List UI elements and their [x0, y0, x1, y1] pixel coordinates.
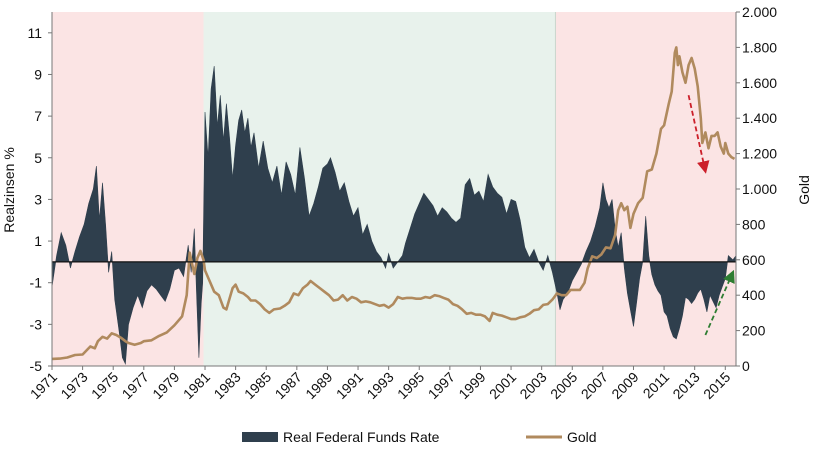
right-tick-label: 1.200: [742, 146, 777, 162]
right-tick-label: 1.000: [742, 181, 777, 197]
real-federal-funds-rate-area: [51, 66, 737, 366]
legend-label-real-federal-funds-rate: Real Federal Funds Rate: [283, 429, 440, 445]
x-tick-label: 2011: [640, 369, 673, 402]
x-tick-label: 1973: [57, 369, 90, 402]
x-tick-label: 1977: [119, 369, 152, 402]
left-axis-ticks: -5 -3 -1 1 3 5 7 9 11: [27, 25, 52, 374]
right-tick-label: 600: [742, 252, 766, 268]
x-tick-label: 1991: [333, 369, 366, 402]
right-tick-label: 1.600: [742, 75, 777, 91]
gold-series: [51, 46, 736, 361]
real-federal-funds-rate-series: [51, 66, 737, 366]
x-tick-label: 2001: [486, 369, 519, 402]
left-tick-label: 3: [34, 191, 42, 207]
x-tick-label: 2007: [578, 369, 611, 402]
annotations: [687, 94, 735, 336]
plot-frame: [51, 12, 737, 367]
left-tick-label: 7: [34, 108, 42, 124]
x-tick-label: 1989: [302, 369, 335, 402]
x-tick-label: 1995: [394, 369, 427, 402]
left-tick-label: -5: [30, 358, 43, 374]
left-tick-label: -3: [30, 316, 43, 332]
x-tick-label: 1981: [180, 369, 213, 402]
x-tick-label: 1997: [425, 369, 458, 402]
right-tick-label: 2.000: [742, 4, 777, 20]
right-tick-label: 200: [742, 323, 766, 339]
right-tick-label: 1.400: [742, 110, 777, 126]
legend-label-gold: Gold: [567, 429, 597, 445]
legend-swatch-real-federal-funds-rate: [242, 432, 278, 442]
x-tick-label: 2003: [516, 369, 549, 402]
left-tick-label: 11: [27, 25, 42, 41]
x-axis-ticks: 1971197319751977197919811983198519871989…: [27, 366, 734, 402]
x-tick-label: 1983: [210, 369, 243, 402]
left-tick-label: 1: [34, 233, 42, 249]
gold-line: [51, 46, 736, 361]
left-axis-title: Realzinsen %: [1, 147, 17, 233]
left-tick-label: 5: [34, 150, 42, 166]
right-tick-label: 0: [742, 358, 750, 374]
right-tick-label: 1.800: [742, 39, 777, 55]
background-regions: [52, 12, 736, 366]
x-tick-label: 1987: [272, 369, 305, 402]
x-tick-label: 1985: [241, 369, 274, 402]
trend-arrow-down: [687, 94, 710, 174]
left-tick-label: -1: [30, 275, 43, 291]
x-tick-label: 2009: [608, 369, 641, 402]
right-tick-label: 800: [742, 216, 766, 232]
right-tick-label: 400: [742, 287, 766, 303]
right-axis-ticks: 0 200 400 600 800 1.000 1.200 1.400 1.600 1.800 2.…: [736, 4, 777, 374]
trend-arrow-up: [704, 269, 735, 336]
background-region-2: [555, 12, 736, 366]
right-axis-title: Gold: [796, 175, 812, 205]
x-tick-label: 2015: [700, 369, 733, 402]
x-tick-label: 2013: [669, 369, 702, 402]
left-tick-label: 9: [34, 66, 42, 82]
x-tick-label: 2005: [547, 369, 580, 402]
legend: Real Federal Funds Rate Gold: [242, 429, 597, 445]
x-tick-label: 1993: [363, 369, 396, 402]
x-tick-label: 1975: [88, 369, 121, 402]
x-tick-label: 1999: [455, 369, 488, 402]
x-tick-label: 1979: [149, 369, 182, 402]
